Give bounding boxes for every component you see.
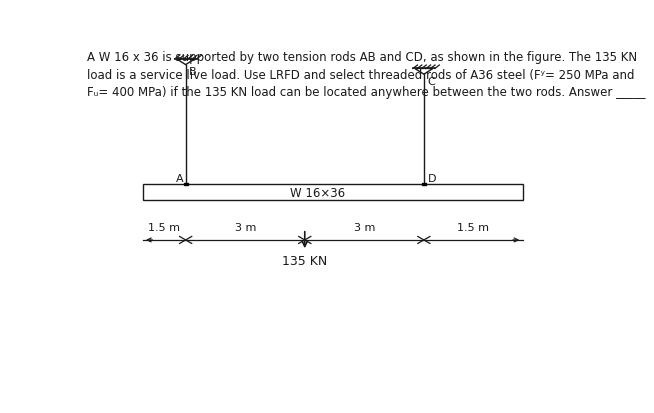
Text: 135 KN: 135 KN bbox=[282, 255, 328, 268]
Text: 3 m: 3 m bbox=[235, 223, 256, 233]
Text: D: D bbox=[428, 173, 436, 183]
Text: A W 16 x 36 is supported by two tension rods AB and CD, as shown in the figure. : A W 16 x 36 is supported by two tension … bbox=[87, 51, 637, 64]
Text: 1.5 m: 1.5 m bbox=[457, 223, 489, 233]
Text: 1.5 m: 1.5 m bbox=[148, 223, 180, 233]
Text: load is a service live load. Use LRFD and select threaded rods of A36 steel (Fʸ=: load is a service live load. Use LRFD an… bbox=[87, 69, 634, 82]
Bar bbox=[184, 183, 188, 186]
Text: 3 m: 3 m bbox=[354, 223, 375, 233]
Text: C: C bbox=[428, 76, 435, 87]
Text: W 16×36: W 16×36 bbox=[290, 186, 345, 199]
Text: Fᵤ= 400 MPa) if the 135 KN load can be located anywhere between the two rods. An: Fᵤ= 400 MPa) if the 135 KN load can be l… bbox=[87, 86, 645, 99]
Text: A: A bbox=[175, 173, 183, 183]
Bar bbox=[422, 183, 426, 186]
Text: B: B bbox=[189, 67, 197, 77]
Bar bbox=[143, 185, 523, 201]
